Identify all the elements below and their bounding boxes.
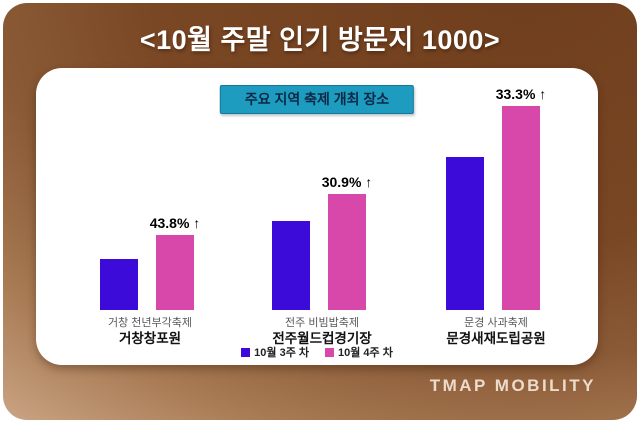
week4-bar <box>328 194 366 310</box>
page-title: <10월 주말 인기 방문지 1000> <box>139 25 501 55</box>
legend-item-week3: 10월 3주 차 <box>241 344 309 360</box>
chart-legend: 10월 3주 차 10월 4주 차 <box>36 344 598 360</box>
bar-pair: 33.3% ↑ <box>406 68 586 310</box>
week3-bar <box>99 259 138 310</box>
week4-bar <box>502 106 540 310</box>
week3-bar <box>445 157 484 310</box>
place-label: 전주월드컵경기장 <box>272 330 372 346</box>
category-labels: 문경 사과축제 문경새재도립공원 <box>406 317 586 348</box>
bar-pair: 30.9% ↑ <box>232 68 412 310</box>
legend-label: 10월 4주 차 <box>338 347 393 359</box>
week4-column: 30.9% ↑ <box>321 174 373 310</box>
bar-group-geochang: 43.8% ↑ 거창 천년부각축제 거창창포원 <box>60 68 240 348</box>
tmap-mobility-logo: TMAP MOBILITY <box>429 376 596 395</box>
category-labels: 전주 비빔밥축제 전주월드컵경기장 <box>232 317 412 348</box>
chart-subtitle-badge: 주요 지역 축제 개최 장소 <box>219 85 415 114</box>
pct-change-label: 30.9% ↑ <box>321 174 373 190</box>
week4-swatch-icon <box>325 347 334 357</box>
festival-label: 전주 비빔밥축제 <box>285 317 359 329</box>
place-label: 문경새재도립공원 <box>446 330 546 346</box>
category-labels: 거창 천년부각축제 거창창포원 <box>60 317 240 348</box>
festival-label: 거창 천년부각축제 <box>107 317 192 329</box>
legend-item-week4: 10월 4주 차 <box>325 344 393 360</box>
week3-bar <box>271 221 310 310</box>
week4-column: 43.8% ↑ <box>149 215 201 310</box>
bar-group-mungyeong: 33.3% ↑ 문경 사과축제 문경새재도립공원 <box>406 68 586 348</box>
bar-group-jeonju: 30.9% ↑ 전주 비빔밥축제 전주월드컵경기장 <box>232 68 412 348</box>
week4-bar <box>156 235 194 310</box>
pct-change-label: 43.8% ↑ <box>149 215 201 231</box>
chart-card: 주요 지역 축제 개최 장소 43.8% ↑ 거창 천년부각축제 거창창포원 <box>36 68 598 365</box>
bar-pair: 43.8% ↑ <box>60 68 240 310</box>
week4-column: 33.3% ↑ <box>495 86 547 310</box>
place-label: 거창창포원 <box>118 330 182 346</box>
bar-chart: 43.8% ↑ 거창 천년부각축제 거창창포원 30.9% ↑ <box>36 68 598 365</box>
week3-swatch-icon <box>241 347 251 357</box>
legend-label: 10월 3주 차 <box>254 347 309 359</box>
festival-label: 문경 사과축제 <box>464 317 528 329</box>
pct-change-label: 33.3% ↑ <box>495 86 547 102</box>
